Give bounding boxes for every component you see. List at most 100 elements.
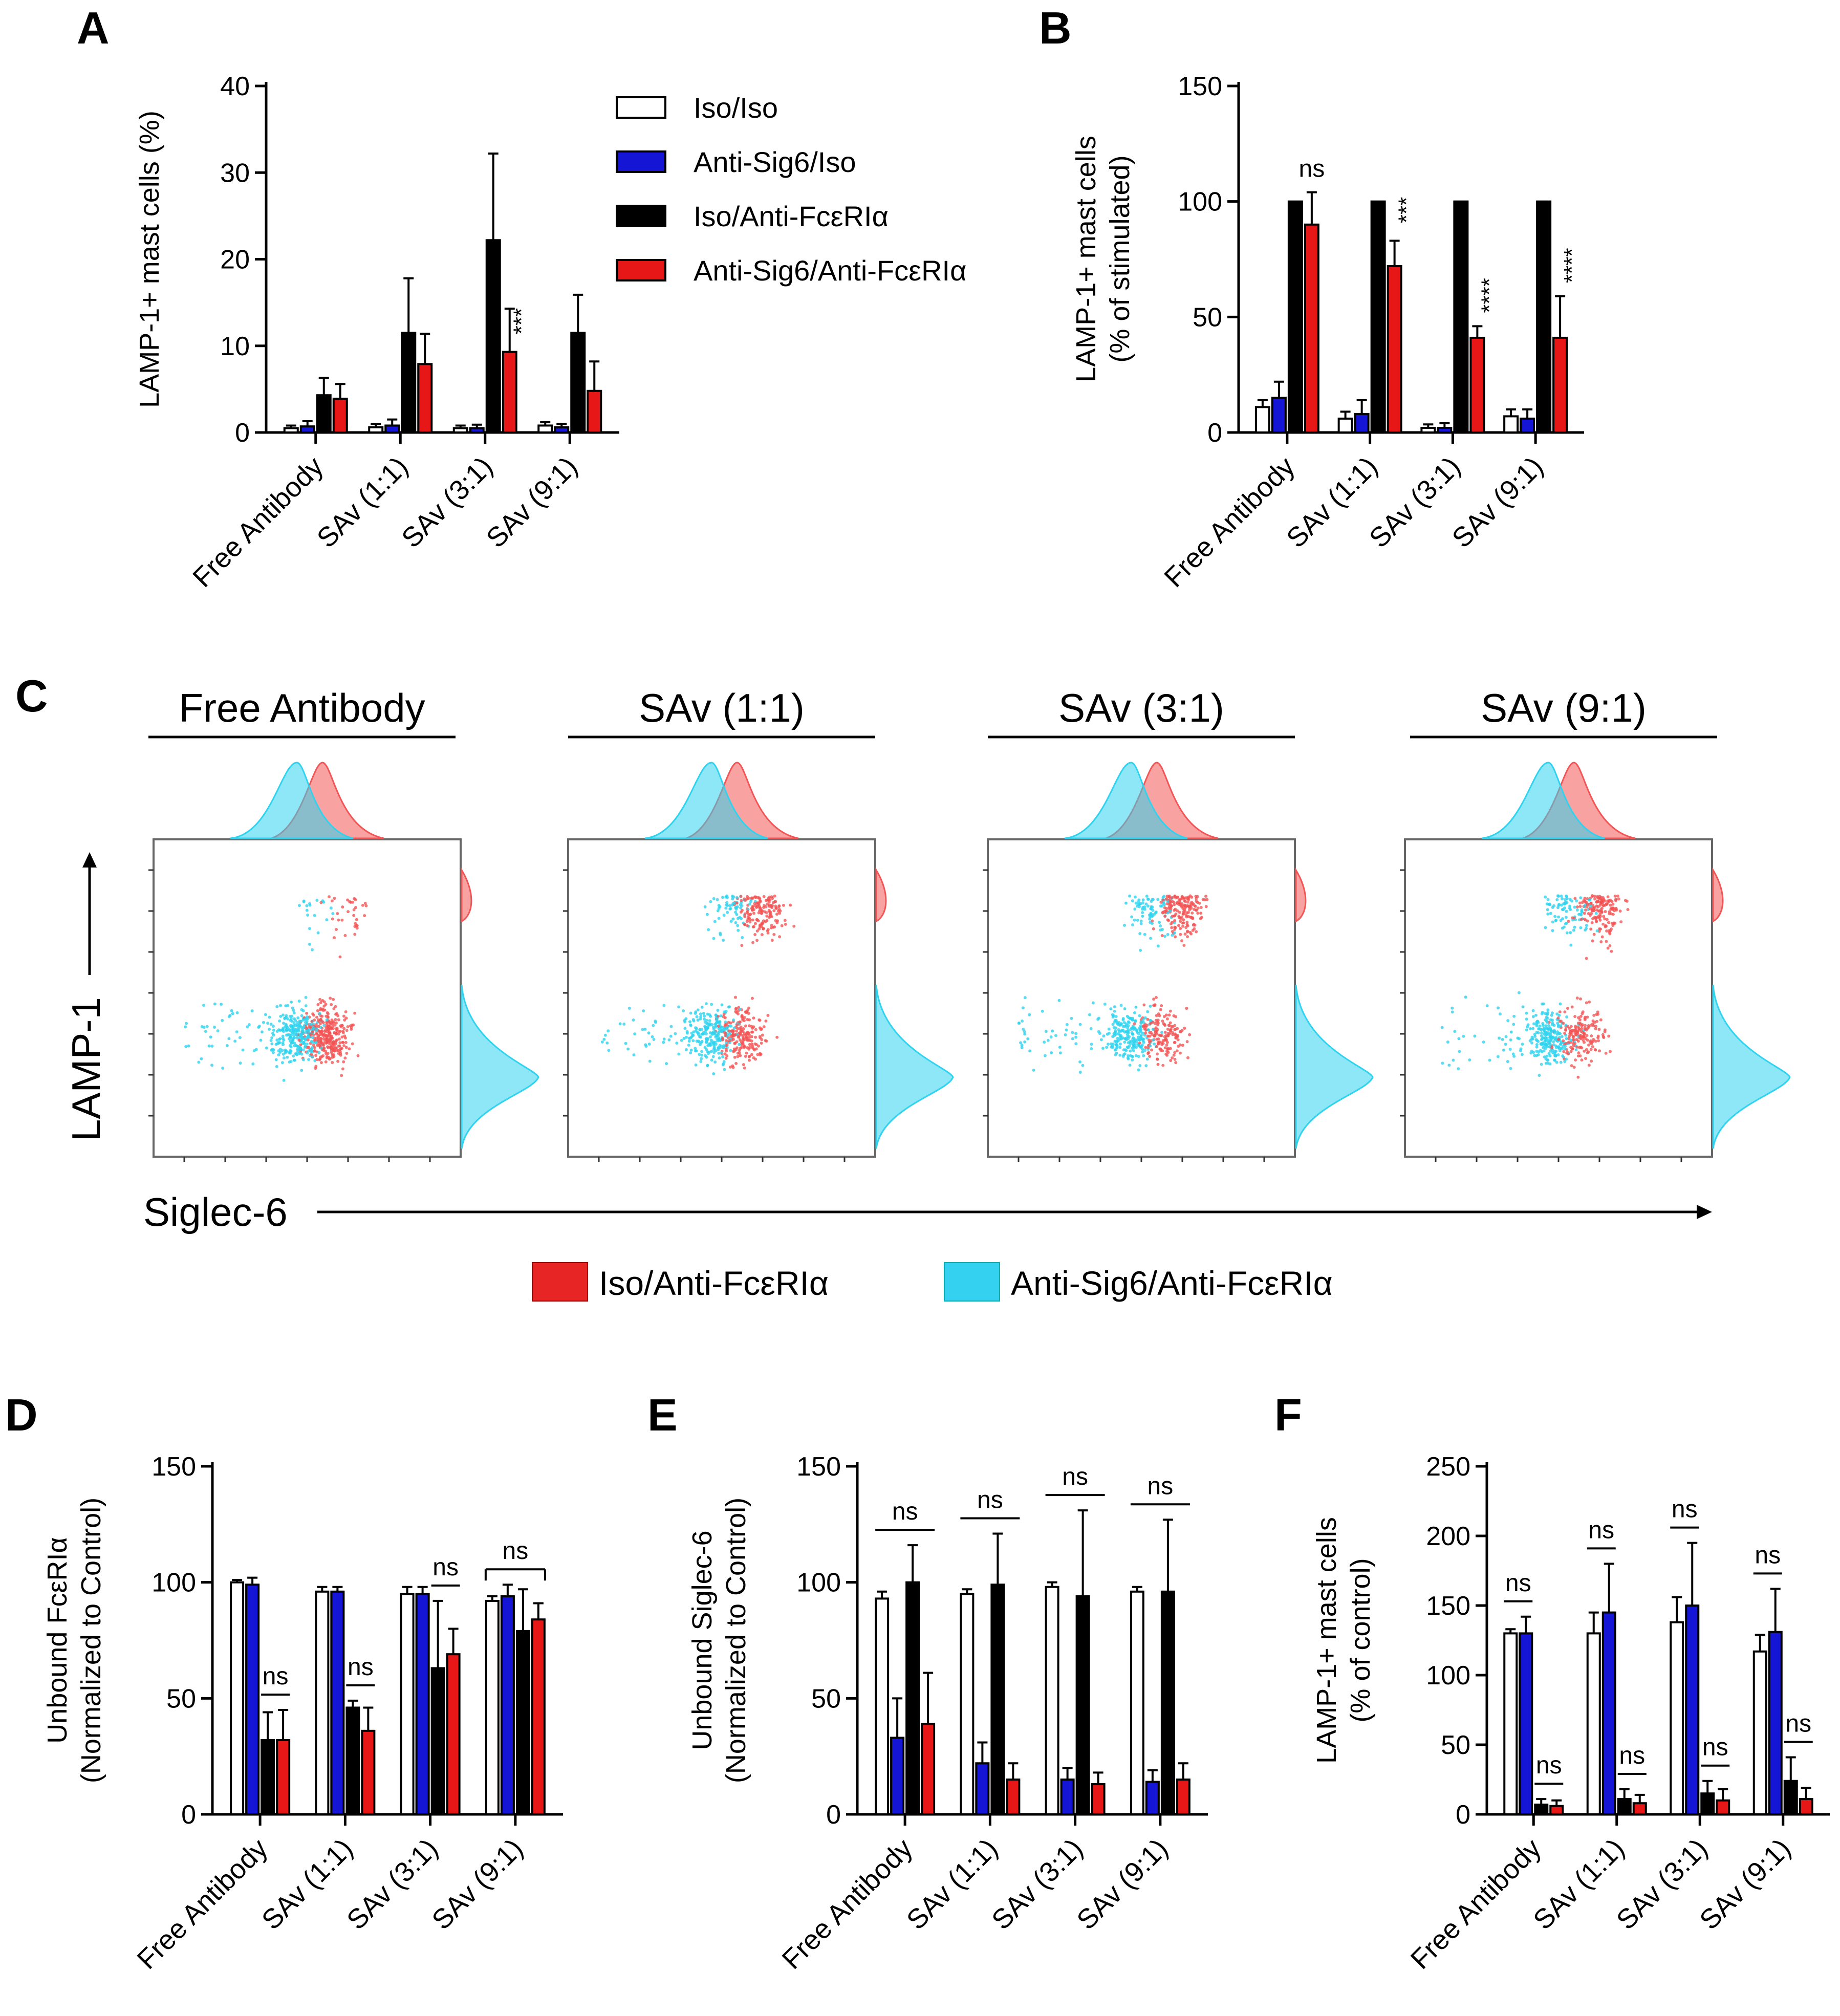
red-event <box>1611 902 1615 906</box>
panel-C: Free Antibody SAv (1:1) SAv (3:1) SAv (9:1)… <box>63 685 1791 1302</box>
cyan-event <box>1097 1030 1100 1033</box>
bar <box>1287 200 1303 433</box>
red-event <box>299 1043 302 1047</box>
red-event <box>339 1025 343 1029</box>
cyan-event <box>1583 905 1586 908</box>
cyan-event <box>722 1028 726 1031</box>
red-event <box>1610 900 1614 903</box>
cyan-event <box>738 1007 742 1011</box>
y-axis-label-line: (Normalized to Control) <box>721 1498 751 1783</box>
cyan-event <box>269 1039 273 1043</box>
red-event <box>322 1033 326 1036</box>
red-event <box>1607 921 1611 924</box>
red-event <box>334 1047 337 1050</box>
cyan-event <box>1133 907 1137 911</box>
red-event <box>1591 1022 1594 1026</box>
cyan-event <box>1122 1021 1126 1025</box>
cyan-event <box>712 897 716 900</box>
red-event <box>1182 918 1185 922</box>
red-event <box>338 1030 342 1033</box>
cyan-event <box>1123 924 1127 927</box>
red-event <box>1176 1027 1179 1030</box>
red-event <box>1179 920 1182 923</box>
cyan-event <box>1121 1017 1125 1021</box>
red-event <box>744 1054 747 1058</box>
bar <box>485 239 501 433</box>
bar <box>1160 1590 1175 1816</box>
red-event <box>1568 1032 1572 1035</box>
cyan-event <box>235 1030 239 1034</box>
y-tick-label: 200 <box>1426 1522 1470 1551</box>
red-event <box>1603 917 1607 921</box>
red-event <box>1590 1059 1593 1063</box>
cyan-event <box>1020 1046 1024 1049</box>
red-event <box>740 1046 744 1049</box>
red-event <box>354 906 358 909</box>
cyan-event <box>301 1018 305 1022</box>
red-event <box>1585 905 1589 908</box>
red-event <box>1168 1021 1172 1025</box>
red-event <box>733 1055 737 1059</box>
cyan-event <box>1117 1030 1121 1033</box>
red-event <box>724 1034 727 1037</box>
red-event <box>1580 1027 1584 1031</box>
cyan-event <box>288 1028 291 1031</box>
y-tick-label: 10 <box>220 332 250 361</box>
red-event <box>754 1047 758 1051</box>
cyan-event <box>665 1062 668 1066</box>
cyan-event <box>1136 918 1139 922</box>
cyan-event <box>1023 996 1027 1000</box>
cyan-event <box>1550 1013 1553 1017</box>
y-tick-label: 100 <box>151 1568 196 1598</box>
bar <box>1716 1799 1730 1816</box>
red-event <box>739 1030 743 1033</box>
x-tick-label: Free Antibody <box>187 451 329 593</box>
red-event <box>1605 929 1609 933</box>
cyan-event <box>1113 1039 1117 1043</box>
red-event <box>1155 1032 1159 1036</box>
red-event <box>736 1055 740 1058</box>
red-event <box>1577 1028 1581 1032</box>
red-event <box>306 1046 309 1049</box>
cyan-event <box>1538 1024 1542 1028</box>
cyan-event <box>254 1048 258 1051</box>
cyan-event <box>1521 1043 1524 1046</box>
cyan-event <box>319 1046 323 1050</box>
cyan-event <box>289 1025 293 1028</box>
red-event <box>353 1011 357 1015</box>
cyan-event <box>667 1038 671 1042</box>
red-event <box>1585 1001 1588 1005</box>
right-histogram-red <box>461 867 472 923</box>
red-event <box>1590 1034 1593 1037</box>
red-event <box>332 1007 336 1011</box>
red-event <box>335 1038 339 1042</box>
cyan-event <box>292 1036 296 1039</box>
cyan-event <box>1532 1022 1536 1026</box>
y-axis-label-line: (% of control) <box>1345 1558 1376 1722</box>
cyan-event <box>699 1043 702 1046</box>
y-axis-label-line: LAMP-1+ mast cells <box>1311 1517 1342 1764</box>
cyan-event <box>1121 1025 1125 1028</box>
red-event <box>311 1030 314 1033</box>
cyan-event <box>694 1026 698 1030</box>
red-event <box>1592 1037 1595 1041</box>
cyan-event <box>717 904 721 907</box>
red-event <box>1612 921 1616 925</box>
cyan-event <box>739 906 743 909</box>
red-event <box>322 1037 326 1040</box>
red-event <box>343 1056 347 1060</box>
y-axis-label-line: (% of stimulated) <box>1105 155 1135 362</box>
red-event <box>332 1043 335 1046</box>
red-event <box>1144 1046 1148 1049</box>
red-event <box>1565 1051 1569 1055</box>
cyan-event <box>1139 948 1142 952</box>
bar <box>283 427 299 433</box>
red-event <box>1166 1032 1170 1035</box>
cyan-event <box>697 1033 700 1036</box>
cyan-event <box>1115 1039 1119 1043</box>
y-tick-label: 150 <box>1426 1591 1470 1621</box>
red-event <box>1152 998 1156 1001</box>
cyan-event <box>1559 1060 1563 1064</box>
cyan-event <box>691 1018 695 1022</box>
cyan-event <box>1051 1029 1054 1033</box>
